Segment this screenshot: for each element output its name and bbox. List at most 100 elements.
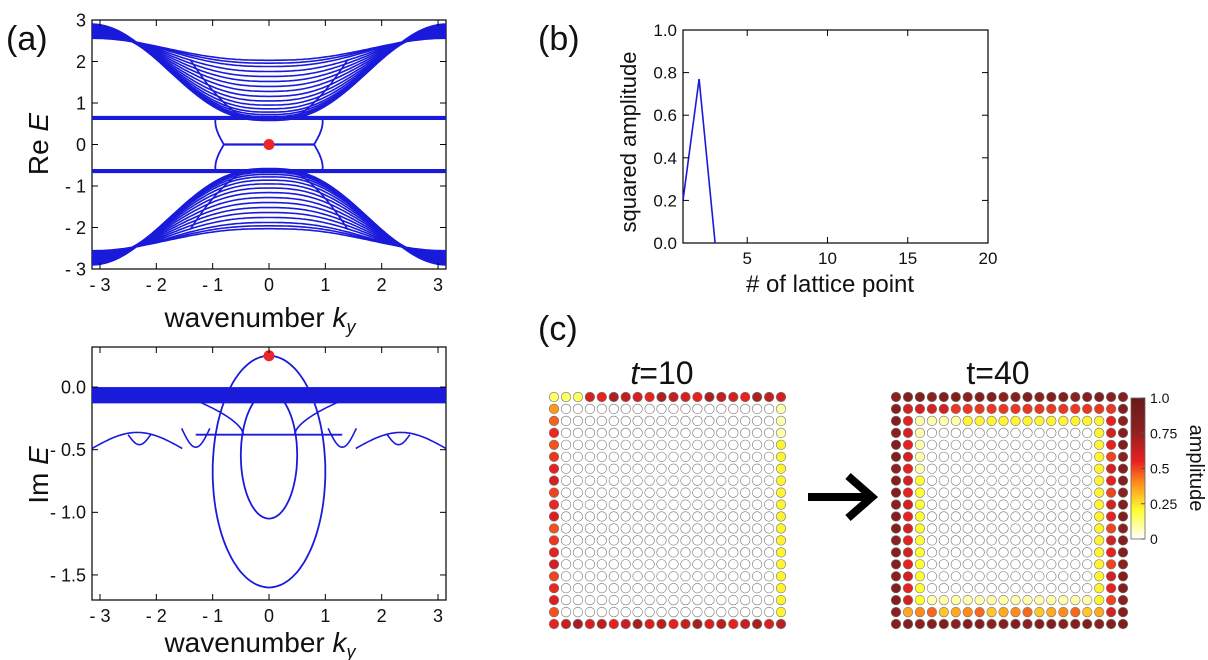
crossing-arc: [285, 168, 349, 231]
lattice-dot: [668, 487, 679, 498]
lattice-dot: [596, 463, 607, 474]
lattice-dot: [644, 594, 655, 606]
lattice-dot: [548, 427, 560, 439]
lattice-dot: [751, 594, 763, 606]
lattice-dot: [902, 403, 914, 415]
lattice-dot: [1034, 499, 1045, 510]
lattice-dot: [632, 403, 643, 415]
lattice-dot: [560, 618, 572, 630]
lattice-dot: [584, 403, 596, 415]
band-lower: [92, 227, 446, 252]
lattice-dot: [740, 415, 751, 427]
branch-curve: [181, 393, 245, 435]
lattice-dot: [1010, 594, 1021, 606]
lattice-dot: [1046, 594, 1057, 606]
lattice-dot: [572, 487, 584, 498]
lattice-dot: [584, 499, 596, 510]
lattice-dot: [962, 451, 973, 462]
lattice-dot: [902, 463, 914, 474]
lattice-dot: [1010, 415, 1021, 427]
lattice-dot: [1070, 415, 1081, 427]
map2-grid: [890, 391, 1129, 630]
lattice-dot: [950, 535, 961, 546]
lattice-dot: [962, 499, 973, 510]
lattice-dot: [716, 547, 727, 558]
lattice-dot: [1034, 618, 1045, 630]
lattice-dot: [644, 559, 655, 570]
lattice-dot: [1105, 427, 1117, 439]
lattice-dot: [596, 439, 607, 450]
lattice-dot: [902, 511, 914, 522]
branch-curve: [355, 431, 447, 450]
lattice-dot: [620, 475, 631, 486]
y-tick-label: - 3: [65, 259, 86, 279]
re-curves: [91, 23, 447, 266]
lattice-dot: [728, 499, 739, 510]
lattice-dot: [560, 439, 572, 450]
lattice-dot: [1034, 475, 1045, 486]
lattice-dot: [680, 391, 691, 403]
lattice-dot: [1058, 559, 1069, 570]
lattice-dot: [1082, 511, 1093, 522]
branch-curve: [293, 393, 357, 435]
lattice-dot: [763, 583, 775, 594]
lattice-dot: [692, 427, 703, 439]
lattice-dot: [620, 403, 631, 415]
lattice-dot: [1010, 547, 1021, 558]
lattice-dot: [716, 535, 727, 546]
lattice-dot: [962, 415, 973, 427]
lattice-dot: [763, 559, 775, 570]
lattice-dot: [763, 606, 775, 618]
lattice-dot: [704, 403, 715, 415]
lattice-dot: [728, 475, 739, 486]
lattice-dot: [1034, 583, 1045, 594]
lattice-dot: [548, 463, 560, 474]
lattice-dot: [926, 535, 938, 546]
lattice-dot: [1117, 559, 1129, 570]
lattice-dot: [560, 487, 572, 498]
lattice-dot: [914, 559, 926, 570]
y-tick-label: 0.8: [653, 64, 677, 83]
lattice-dot: [704, 475, 715, 486]
lattice-dot: [1022, 606, 1033, 618]
lattice-dot: [1082, 427, 1093, 439]
lattice-dot: [632, 475, 643, 486]
lattice-dot: [560, 511, 572, 522]
lattice-dot: [998, 594, 1009, 606]
lattice-dot: [763, 391, 775, 403]
lattice-dot: [584, 559, 596, 570]
lattice-dot: [1070, 427, 1081, 439]
lattice-dot: [560, 463, 572, 474]
map2-title: t=40: [966, 355, 1029, 391]
re-xlabel: wavenumber ky: [163, 302, 356, 337]
lattice-dot: [926, 439, 938, 450]
lattice-dot: [740, 535, 751, 546]
lattice-dot: [692, 475, 703, 486]
lattice-dot: [1094, 403, 1105, 415]
lattice-dot: [775, 415, 787, 427]
lattice-dot: [692, 559, 703, 570]
lattice-dot: [596, 547, 607, 558]
lattice-dot: [974, 403, 985, 415]
lattice-dot: [548, 415, 560, 427]
lattice-dot: [1117, 499, 1129, 510]
lattice-dot: [632, 487, 643, 498]
lattice-dot: [608, 487, 619, 498]
lattice-dot: [938, 475, 949, 486]
lattice-dot: [620, 451, 631, 462]
lattice-dot: [680, 499, 691, 510]
lattice-dot: [902, 583, 914, 594]
lattice-dot: [740, 618, 751, 630]
lattice-dot: [716, 391, 727, 403]
lattice-dot: [692, 547, 703, 558]
lattice-dot: [632, 583, 643, 594]
lattice-dot: [740, 559, 751, 570]
lattice-dot: [560, 475, 572, 486]
lattice-dot: [763, 463, 775, 474]
lattice-dot: [632, 391, 643, 403]
lattice-dot: [740, 511, 751, 522]
re-axes: - 3 - 2 - 1 0 1 2 3 - 3 - 2 - 1 0 1 2 3: [65, 10, 446, 295]
lattice-dot: [775, 463, 787, 474]
lattice-dot: [668, 606, 679, 618]
im-curves: [91, 350, 447, 589]
